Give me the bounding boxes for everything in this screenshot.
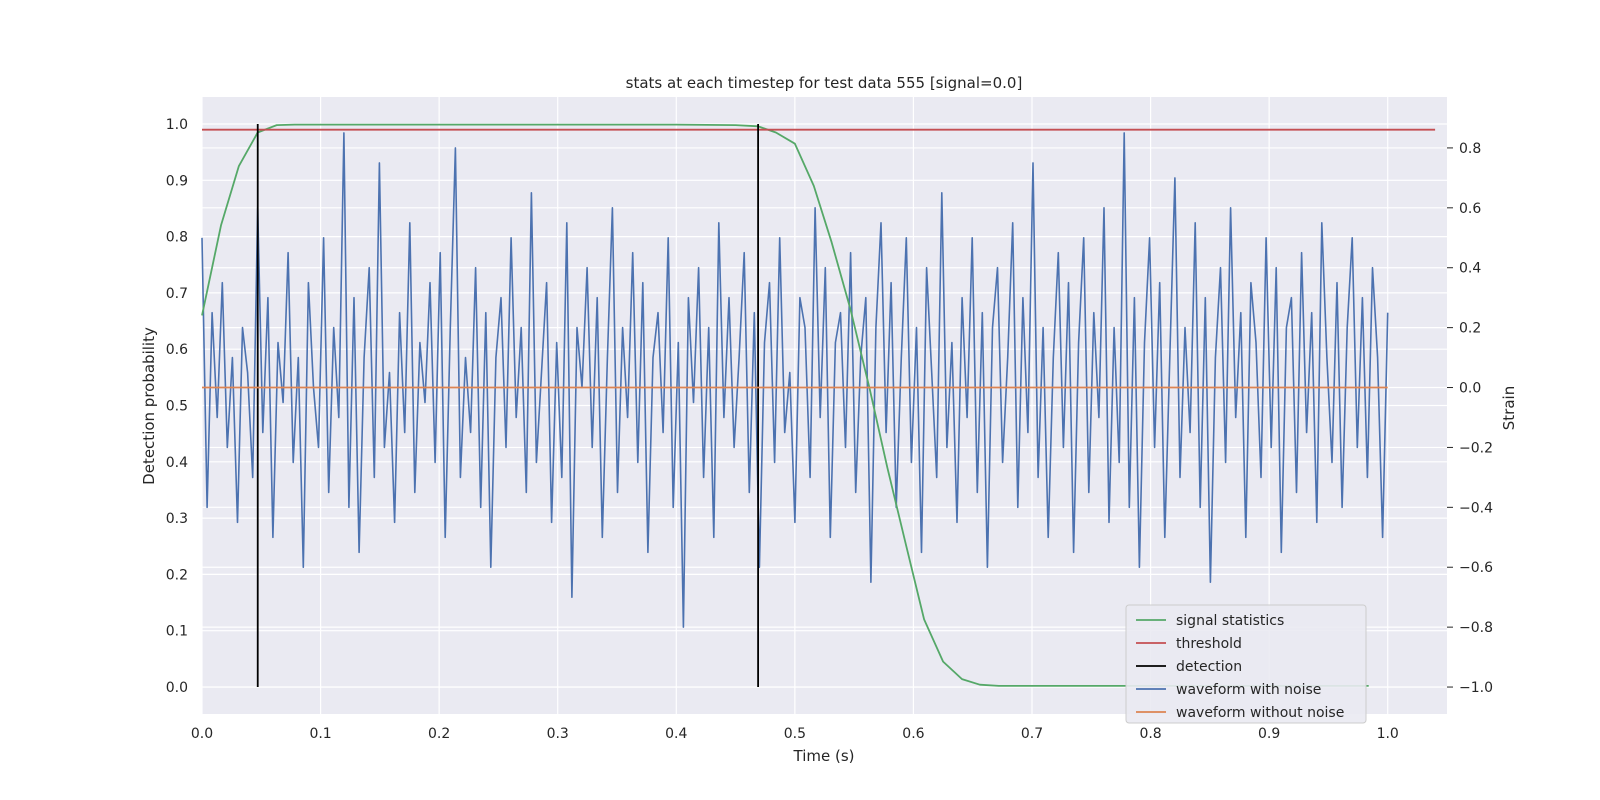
x-tick-label: 0.0 (191, 726, 213, 742)
x-tick-label: 0.1 (309, 726, 331, 742)
y-right-tick-label: 0.4 (1459, 261, 1481, 277)
x-tick-label: 0.7 (1021, 726, 1043, 742)
y-right-tick-label: −0.6 (1459, 560, 1493, 576)
y-left-tick-label: 1.0 (166, 117, 188, 133)
y-left-tick-label: 0.4 (166, 455, 188, 471)
x-axis-label: Time (s) (793, 747, 855, 765)
y-left-tick-label: 0.3 (166, 511, 188, 527)
x-tick-label: 0.8 (1139, 726, 1161, 742)
x-tick-label: 0.5 (784, 726, 806, 742)
y-left-tick-label: 0.2 (166, 567, 188, 583)
x-tick-label: 0.2 (428, 726, 450, 742)
y-left-tick-label: 0.1 (166, 624, 188, 640)
y-left-axis-label: Detection probability (140, 327, 158, 485)
y-right-tick-label: 0.8 (1459, 141, 1481, 157)
series-waveform-with-noise (201, 132, 1389, 628)
y-right-tick-label: 0.2 (1459, 321, 1481, 337)
x-tick-label: 0.4 (665, 726, 687, 742)
y-right-tick-label: −0.8 (1459, 620, 1493, 636)
series-signal-statistics (201, 123, 1369, 687)
y-left-tick-label: 0.6 (166, 342, 188, 358)
legend-items: signal statistics threshold detection wavef… (1136, 613, 1344, 721)
x-tick-label: 0.3 (547, 726, 569, 742)
x-tick-label: 0.6 (902, 726, 924, 742)
x-tick-label: 0.9 (1258, 726, 1280, 742)
chart-title: stats at each timestep for test data 555… (626, 74, 1023, 92)
y-right-tick-label: −0.4 (1459, 500, 1493, 516)
legend-label: detection (1176, 659, 1242, 675)
y-left-tick-label: 0.0 (166, 680, 188, 696)
y-right-tick-label: −0.2 (1459, 440, 1493, 456)
y-right-tick-label: 0.0 (1459, 381, 1481, 397)
x-tick-labels: 0.0 0.1 0.2 0.3 0.4 0.5 0.6 0.7 0.8 0.9 1.0 (191, 726, 1399, 742)
y-left-tick-label: 0.8 (166, 230, 188, 246)
y-right-axis-label: Strain (1500, 386, 1518, 430)
y-left-tick-label: 0.7 (166, 286, 188, 302)
legend-box (1125, 604, 1367, 724)
legend-label: waveform with noise (1176, 682, 1321, 698)
series-layer (201, 123, 1436, 687)
x-tick-label: 1.0 (1377, 726, 1399, 742)
y-right-tick-label: 0.6 (1459, 201, 1481, 217)
y-right-tick-label: −1.0 (1459, 680, 1493, 696)
legend-label: waveform without noise (1176, 705, 1344, 721)
y-left-tick-label: 0.9 (166, 173, 188, 189)
y-left-tick-label: 0.5 (166, 399, 188, 415)
legend: signal statistics threshold detection wavef… (1125, 604, 1367, 724)
y-left-tick-labels: 0.0 0.1 0.2 0.3 0.4 0.5 0.6 0.7 0.8 0.9 1.0 (166, 117, 188, 696)
y-right-tick-labels: −1.0 −0.8 −0.6 −0.4 −0.2 0.0 0.2 0.4 0.6 0.8 (1447, 141, 1493, 696)
legend-label: threshold (1176, 636, 1242, 652)
legend-label: signal statistics (1176, 613, 1284, 629)
